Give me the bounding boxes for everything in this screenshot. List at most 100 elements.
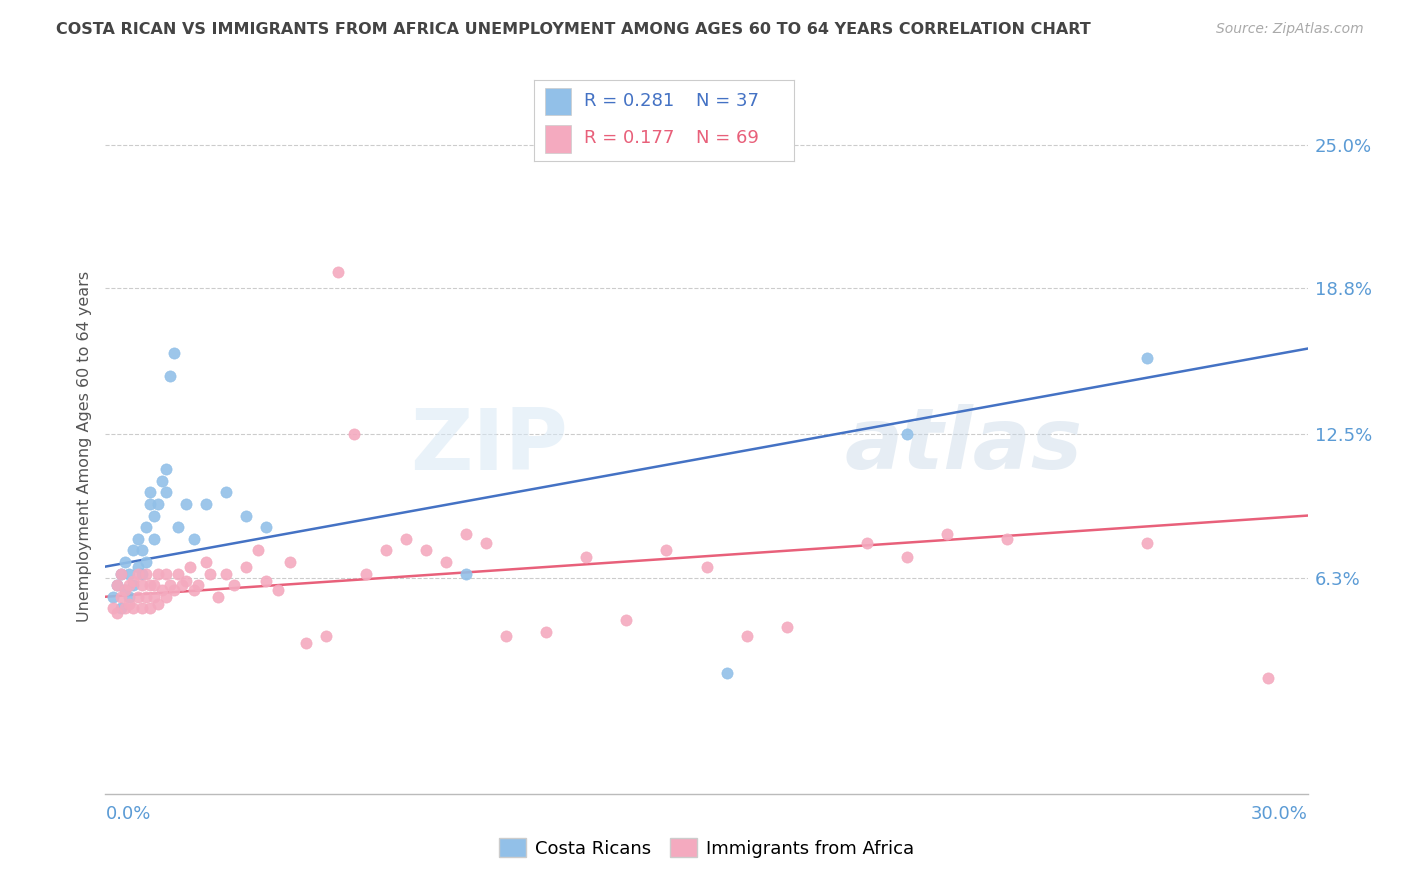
Point — [131, 543, 153, 558]
Point — [315, 629, 337, 643]
FancyBboxPatch shape — [544, 87, 571, 115]
Point — [114, 555, 136, 569]
Text: ZIP: ZIP — [411, 404, 568, 488]
Point — [127, 532, 149, 546]
Point — [127, 566, 149, 581]
Point — [1136, 536, 1159, 550]
Point — [131, 578, 153, 592]
Point — [475, 536, 498, 550]
Point — [1257, 671, 1279, 685]
Point — [131, 601, 153, 615]
Point — [146, 497, 169, 511]
Point — [118, 578, 141, 592]
Point — [162, 582, 184, 597]
Point — [214, 566, 236, 581]
Point — [254, 520, 277, 534]
Point — [142, 532, 165, 546]
Point — [198, 566, 221, 581]
Point — [207, 590, 229, 604]
Point — [183, 532, 205, 546]
Point — [103, 601, 125, 615]
Point — [159, 369, 181, 384]
Point — [110, 566, 132, 581]
Point — [122, 543, 145, 558]
Point — [395, 532, 418, 546]
Point — [135, 566, 157, 581]
Point — [135, 555, 157, 569]
Point — [150, 582, 173, 597]
Point — [616, 613, 638, 627]
Point — [655, 543, 678, 558]
Point — [110, 601, 132, 615]
Point — [235, 559, 257, 574]
Point — [138, 485, 160, 500]
Point — [235, 508, 257, 523]
Point — [194, 555, 217, 569]
Point — [222, 578, 245, 592]
Point — [110, 566, 132, 581]
Point — [575, 550, 598, 565]
Point — [434, 555, 457, 569]
Point — [254, 574, 277, 588]
Text: R = 0.281: R = 0.281 — [583, 92, 673, 110]
Point — [267, 582, 290, 597]
Point — [174, 497, 197, 511]
Point — [131, 566, 153, 581]
Point — [155, 590, 177, 604]
Point — [146, 566, 169, 581]
Point — [170, 578, 193, 592]
Point — [118, 590, 141, 604]
Point — [114, 601, 136, 615]
Point — [122, 578, 145, 592]
Point — [354, 566, 377, 581]
Text: COSTA RICAN VS IMMIGRANTS FROM AFRICA UNEMPLOYMENT AMONG AGES 60 TO 64 YEARS COR: COSTA RICAN VS IMMIGRANTS FROM AFRICA UN… — [56, 22, 1091, 37]
Point — [534, 624, 557, 639]
Legend: Costa Ricans, Immigrants from Africa: Costa Ricans, Immigrants from Africa — [492, 831, 921, 865]
Point — [1136, 351, 1159, 365]
Point — [107, 578, 129, 592]
Point — [118, 566, 141, 581]
Point — [166, 520, 188, 534]
Point — [135, 520, 157, 534]
Point — [159, 578, 181, 592]
Point — [155, 485, 177, 500]
Point — [343, 427, 366, 442]
Point — [127, 590, 149, 604]
Point — [118, 597, 141, 611]
Point — [155, 462, 177, 476]
Point — [415, 543, 437, 558]
Text: 30.0%: 30.0% — [1251, 805, 1308, 823]
Point — [295, 636, 318, 650]
Text: 0.0%: 0.0% — [105, 805, 150, 823]
Point — [936, 527, 959, 541]
Point — [326, 265, 349, 279]
FancyBboxPatch shape — [544, 125, 571, 153]
Text: atlas: atlas — [845, 404, 1083, 488]
Point — [187, 578, 209, 592]
Point — [896, 550, 918, 565]
Point — [110, 590, 132, 604]
Point — [135, 590, 157, 604]
Point — [183, 582, 205, 597]
Text: R = 0.177: R = 0.177 — [583, 129, 673, 147]
Point — [454, 566, 477, 581]
Point — [114, 582, 136, 597]
Y-axis label: Unemployment Among Ages 60 to 64 years: Unemployment Among Ages 60 to 64 years — [76, 270, 91, 622]
Point — [246, 543, 269, 558]
Point — [374, 543, 398, 558]
Point — [696, 559, 718, 574]
Point — [142, 590, 165, 604]
Point — [138, 497, 160, 511]
Point — [155, 566, 177, 581]
Point — [214, 485, 236, 500]
Point — [716, 666, 738, 681]
Point — [278, 555, 301, 569]
Point — [735, 629, 758, 643]
Point — [995, 532, 1018, 546]
Point — [166, 566, 188, 581]
Point — [122, 574, 145, 588]
Point — [194, 497, 217, 511]
Point — [896, 427, 918, 442]
Text: Source: ZipAtlas.com: Source: ZipAtlas.com — [1216, 22, 1364, 37]
Point — [138, 578, 160, 592]
